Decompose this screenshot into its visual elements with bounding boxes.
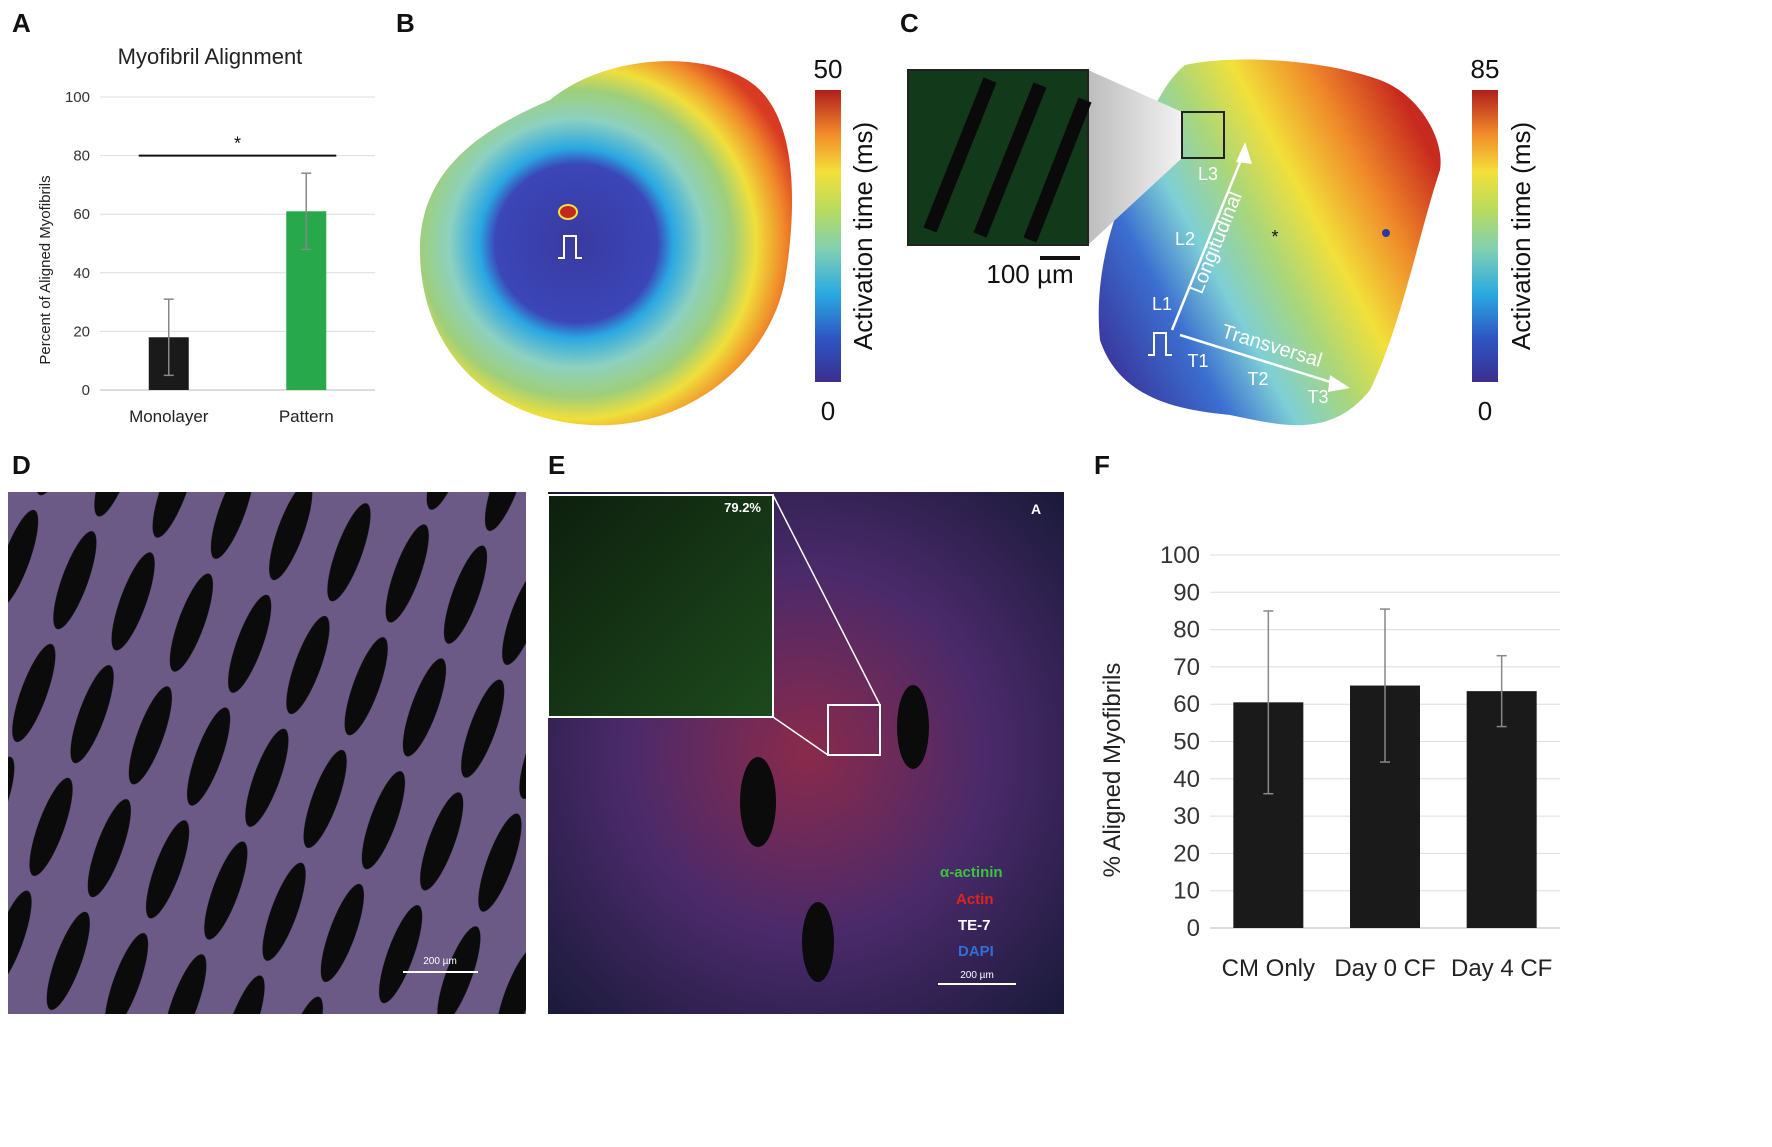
stimulus-hotspot [558,204,578,220]
y-tick-label: 20 [73,323,90,340]
inset-value: 79.2% [724,500,761,515]
corner-label-e: A [1031,501,1041,517]
zoom-box [1181,111,1225,159]
y-tick-label: 80 [73,148,90,165]
zoom-line-e-1 [772,494,881,706]
zoom-line-e-2 [772,716,829,756]
y-tick-label: 30 [1173,803,1200,830]
y-tick-label: 10 [1173,878,1200,905]
recording-point [1382,229,1390,237]
legend-te7: TE-7 [958,917,991,934]
micrograph-e: 79.2% A α-actinin Actin TE-7 DAPI 200 µm [548,492,1064,1014]
activation-map-c-region [1098,59,1441,426]
panel-label-b: B [396,8,415,38]
colorbar-c-max: 85 [1471,54,1500,84]
micrograph-d: 200 µm [8,492,526,1014]
category-label: Day 4 CF [1451,955,1552,982]
bar [1466,691,1537,928]
activation-map-b: 50 0 Activation time (ms) [420,54,878,426]
longitudinal-arrowhead [1236,142,1252,164]
point-l1: L1 [1152,294,1172,314]
colorbar-c [1472,90,1498,382]
colorbar-b-max: 50 [814,54,843,84]
y-tick-label: 20 [1173,840,1200,867]
colorbar-c-label: Activation time (ms) [1506,122,1536,350]
category-label: Pattern [279,407,334,426]
transversal-arrowhead [1328,375,1350,392]
point-t2: T2 [1247,369,1268,389]
activation-map-region [420,61,793,426]
micrograph-e-hole [740,757,776,847]
y-tick-label: 40 [1173,766,1200,793]
micrograph-e-hole [802,902,834,982]
y-tick-label: 60 [1173,691,1200,718]
y-tick-label: 100 [1160,542,1200,569]
transversal-arrow [1179,333,1341,387]
colorbar-b-label: Activation time (ms) [848,122,878,350]
panel-label-e: E [548,450,566,480]
category-label: Monolayer [129,407,209,426]
y-tick-label: 100 [65,89,90,106]
legend-alpha-actinin: α-actinin [940,864,1003,881]
y-tick-label: 60 [73,206,90,223]
micrograph-e-hole [897,685,929,769]
category-label: Day 0 CF [1334,955,1435,982]
longitudinal-arrow [1170,149,1247,331]
zoom-connector [1088,70,1182,245]
chart-a-ylabel: Percent of Aligned Myofibrils [37,175,54,364]
legend-actin: Actin [956,891,994,908]
chart-f: % Aligned Myofibrils 0 10 20 30 40 50 60 70 80 90… [1099,542,1560,982]
y-tick-label: 80 [1173,617,1200,644]
panel-label-a: A [12,8,31,38]
panel-label-f: F [1094,450,1110,480]
panel-label-d: D [12,450,31,480]
y-tick-label: 90 [1173,579,1200,606]
zoom-box-e [827,704,881,756]
point-t3: T3 [1307,387,1328,407]
point-l2: L2 [1175,229,1195,249]
inset-micrograph-e [548,494,774,718]
inset-micrograph-c-texture [923,77,1092,243]
y-tick-label: 70 [1173,654,1200,681]
chart-f-ylabel: % Aligned Myofibrils [1099,663,1126,878]
y-tick-label: 40 [73,265,90,282]
chart-a-title: Myofibril Alignment [118,44,303,69]
asterisk-c: * [1271,227,1278,247]
scalebar-d-label: 200 µm [423,956,457,967]
colorbar-c-min: 0 [1478,396,1492,426]
activation-map-c: 100 µm Longitudinal Transversal L1 L2 L3… [907,54,1536,426]
colorbar-b-min: 0 [821,396,835,426]
scalebar-c-label: 100 µm [986,259,1073,289]
scalebar-e-label: 200 µm [960,970,994,981]
significance-marker: * [234,134,241,154]
y-tick-label: 0 [82,382,90,399]
panel-label-c: C [900,8,919,38]
legend-dapi: DAPI [958,943,994,960]
chart-a: Myofibril Alignment Percent of Aligned M… [37,44,375,426]
point-t1: T1 [1187,351,1208,371]
category-label: CM Only [1222,955,1315,982]
micrograph-d-image [8,492,526,1014]
point-l3: L3 [1198,164,1218,184]
y-tick-label: 50 [1173,729,1200,756]
stimulus-site-icon-c [1148,332,1172,356]
y-tick-label: 0 [1187,915,1200,942]
colorbar-b [815,90,841,382]
stimulus-site-icon [558,235,582,259]
